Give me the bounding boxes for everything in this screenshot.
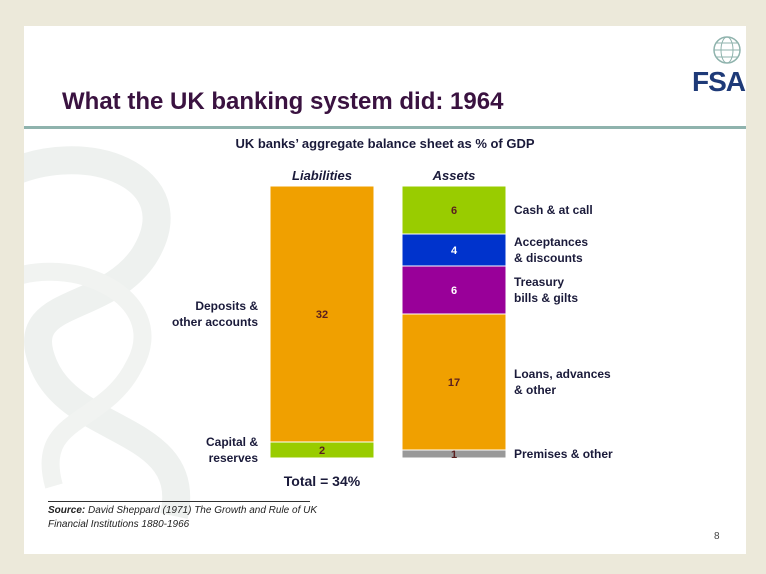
assets-value-acceptances-discounts: 4 <box>451 245 458 257</box>
assets-value-cash-at-call: 6 <box>451 205 457 217</box>
assets-value-treasury-bills-gilts: 6 <box>451 285 457 297</box>
watermark-swirl-icon <box>24 146 191 520</box>
balance-sheet-chart: Liabilities 2 Capital & reserves 32 Deposits … <box>172 168 613 489</box>
source-note: Source: David Sheppard (1971) The Growth… <box>48 504 318 532</box>
source-divider <box>48 501 310 502</box>
liabilities-value-deposits-other-accounts: 32 <box>316 309 328 321</box>
total-label: Total = 34% <box>284 473 361 489</box>
assets-label-premises-other: Premises & other <box>514 447 613 461</box>
liabilities-header: Liabilities <box>292 168 352 183</box>
fsa-logo: FSA <box>692 66 746 97</box>
assets-bar-cash-at-call <box>401 185 507 235</box>
liabilities-value-capital-reserves: 2 <box>319 445 325 457</box>
assets-header: Assets <box>432 168 476 183</box>
source-text: David Sheppard (1971) The Growth and Rul… <box>48 505 318 530</box>
assets-bar-treasury-bills-gilts <box>401 265 507 315</box>
assets-label-loans-advances-other: Loans, advances & other <box>514 367 611 397</box>
liabilities-bar-deposits-other-accounts <box>269 185 375 443</box>
assets-bar-acceptances-discounts <box>401 233 507 267</box>
liabilities-label-deposits-other-accounts: Deposits & other accounts <box>172 299 258 329</box>
assets-label-acceptances-discounts: Acceptances & discounts <box>514 235 588 265</box>
page-number: 8 <box>714 531 720 542</box>
chart-title: UK banks’ aggregate balance sheet as % o… <box>235 136 535 151</box>
title-divider <box>24 126 746 129</box>
slide-title: What the UK banking system did: 1964 <box>62 88 504 115</box>
assets-bar-loans-advances-other <box>401 313 507 451</box>
fsa-globe-icon <box>713 36 741 64</box>
assets-value-premises-other: 1 <box>451 449 457 461</box>
liabilities-label-capital-reserves: Capital & reserves <box>206 435 258 465</box>
assets-label-cash-at-call: Cash & at call <box>514 203 593 217</box>
slide: What the UK banking system did: 1964 FSA… <box>24 26 746 554</box>
source-label: Source: <box>48 505 86 516</box>
assets-value-loans-advances-other: 17 <box>448 377 460 389</box>
assets-label-treasury-bills-gilts: Treasury bills & gilts <box>514 275 578 305</box>
